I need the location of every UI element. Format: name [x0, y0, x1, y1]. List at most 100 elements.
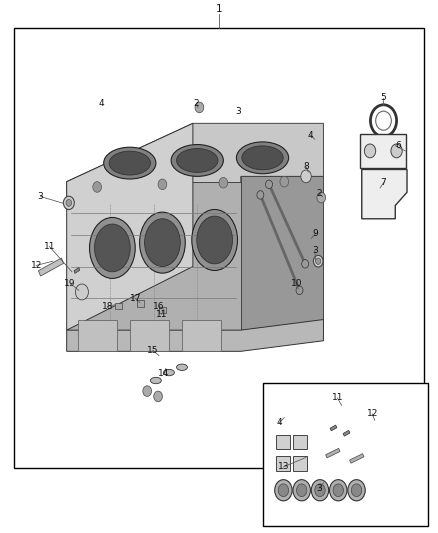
- Ellipse shape: [66, 199, 72, 206]
- Ellipse shape: [95, 224, 130, 272]
- Ellipse shape: [109, 151, 150, 175]
- Point: [108, 200, 113, 206]
- Point: [234, 263, 239, 270]
- Ellipse shape: [329, 480, 347, 501]
- Circle shape: [75, 284, 88, 300]
- Bar: [130, 319, 169, 351]
- Text: 9: 9: [313, 229, 318, 238]
- Polygon shape: [360, 134, 406, 168]
- Text: 3: 3: [236, 107, 241, 116]
- Polygon shape: [74, 268, 80, 273]
- Ellipse shape: [293, 480, 311, 501]
- Circle shape: [296, 286, 303, 295]
- Text: 7: 7: [381, 178, 386, 187]
- FancyBboxPatch shape: [293, 434, 307, 449]
- Text: 3: 3: [312, 246, 318, 255]
- Circle shape: [265, 180, 272, 189]
- Text: 2: 2: [194, 99, 199, 108]
- Ellipse shape: [177, 364, 187, 370]
- Circle shape: [280, 176, 289, 187]
- Text: 8: 8: [303, 163, 309, 171]
- Circle shape: [143, 386, 152, 397]
- Polygon shape: [330, 425, 337, 431]
- Polygon shape: [67, 319, 323, 351]
- Point: [151, 200, 156, 206]
- Polygon shape: [241, 176, 323, 330]
- Polygon shape: [137, 301, 144, 307]
- Bar: [262, 383, 428, 526]
- FancyBboxPatch shape: [293, 456, 307, 471]
- Ellipse shape: [315, 484, 325, 497]
- Ellipse shape: [278, 484, 289, 497]
- Polygon shape: [39, 258, 64, 276]
- Bar: [78, 319, 117, 351]
- Text: 19: 19: [64, 279, 76, 288]
- Text: 1: 1: [215, 4, 223, 14]
- Point: [234, 211, 239, 217]
- Polygon shape: [67, 123, 193, 330]
- Circle shape: [364, 144, 376, 158]
- Ellipse shape: [311, 480, 328, 501]
- Point: [68, 211, 74, 217]
- Circle shape: [257, 191, 264, 199]
- Point: [68, 263, 74, 270]
- Text: 14: 14: [158, 369, 169, 378]
- Text: 3: 3: [38, 192, 43, 201]
- Point: [68, 295, 74, 302]
- FancyBboxPatch shape: [276, 434, 290, 449]
- Ellipse shape: [297, 484, 307, 497]
- Ellipse shape: [197, 216, 233, 264]
- Ellipse shape: [351, 484, 362, 497]
- Circle shape: [195, 102, 204, 113]
- Point: [151, 327, 156, 333]
- Point: [108, 327, 113, 333]
- Ellipse shape: [242, 146, 283, 169]
- Point: [234, 295, 239, 302]
- Ellipse shape: [275, 480, 292, 501]
- Text: 5: 5: [380, 93, 386, 102]
- Circle shape: [317, 192, 325, 203]
- Polygon shape: [350, 454, 364, 463]
- Text: 12: 12: [367, 409, 378, 418]
- Ellipse shape: [150, 377, 161, 384]
- Polygon shape: [67, 182, 241, 330]
- Polygon shape: [343, 430, 350, 436]
- Text: 6: 6: [396, 141, 401, 150]
- Ellipse shape: [140, 212, 185, 273]
- Text: 11: 11: [332, 393, 343, 402]
- FancyBboxPatch shape: [276, 456, 290, 471]
- Ellipse shape: [171, 144, 223, 176]
- Text: 11: 11: [156, 310, 167, 319]
- Ellipse shape: [316, 258, 321, 264]
- Polygon shape: [67, 123, 323, 203]
- Circle shape: [93, 182, 102, 192]
- Text: 3: 3: [316, 483, 322, 492]
- Ellipse shape: [333, 484, 343, 497]
- Circle shape: [301, 170, 311, 183]
- Text: 13: 13: [278, 463, 289, 471]
- Polygon shape: [362, 169, 407, 219]
- Text: 4: 4: [307, 131, 313, 140]
- Bar: [14, 28, 424, 468]
- Text: 17: 17: [130, 294, 141, 303]
- Point: [68, 231, 74, 238]
- Circle shape: [391, 144, 402, 158]
- Text: 15: 15: [147, 346, 159, 355]
- Polygon shape: [115, 303, 121, 310]
- Ellipse shape: [314, 255, 323, 267]
- Bar: [182, 319, 221, 351]
- Text: 2: 2: [316, 189, 322, 198]
- Point: [194, 327, 200, 333]
- Polygon shape: [159, 307, 166, 313]
- Circle shape: [158, 179, 167, 190]
- Polygon shape: [325, 448, 340, 458]
- Ellipse shape: [145, 219, 180, 266]
- Text: 4: 4: [276, 418, 282, 427]
- Ellipse shape: [192, 209, 237, 270]
- Text: 16: 16: [153, 302, 165, 311]
- Ellipse shape: [237, 142, 289, 174]
- Text: 4: 4: [99, 99, 104, 108]
- Circle shape: [219, 177, 228, 188]
- Ellipse shape: [163, 369, 174, 376]
- Ellipse shape: [89, 217, 135, 278]
